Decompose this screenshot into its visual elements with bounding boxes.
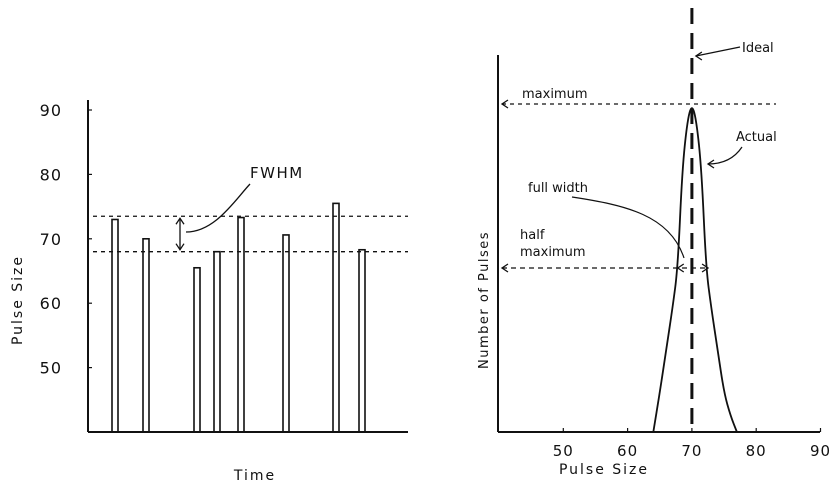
pulse-bar — [193, 266, 201, 433]
left-y-label: Pulse Size — [10, 255, 26, 345]
right-x-label: Pulse Size — [559, 462, 649, 478]
ideal-arrow-head — [694, 51, 703, 61]
pulse-bar — [213, 250, 221, 433]
maximum-label: maximum — [522, 87, 588, 102]
actual-leader — [707, 146, 743, 165]
max-halfmax-guides — [500, 99, 776, 273]
fwhm-label: FWHM — [250, 164, 304, 182]
right-chart: 50 60 70 80 90 Ideal Actual maximum full wid… — [477, 8, 831, 478]
right-y-label: Number of Pulses — [477, 231, 492, 369]
full-width-arrow-head — [676, 263, 685, 273]
left-y-ticks: 50 60 70 80 90 — [40, 101, 92, 378]
actual-curve — [652, 107, 738, 433]
left-y-tick-label: 90 — [40, 101, 62, 120]
ideal-arrow — [694, 46, 741, 61]
left-x-label: Time — [233, 468, 276, 484]
right-x-tick-label: 70 — [681, 442, 702, 460]
half-label: half — [520, 228, 545, 243]
left-chart: 50 60 70 80 90 FWHM Pulse Size Time — [10, 100, 408, 484]
left-y-tick-label: 70 — [40, 230, 62, 249]
half-maximum-label: maximum — [520, 245, 586, 260]
pulse-bar — [282, 234, 290, 433]
right-x-tick-label: 90 — [810, 442, 831, 460]
left-y-tick-label: 80 — [40, 165, 62, 184]
full-width-leader — [571, 196, 685, 259]
full-width-arrow-head — [701, 263, 710, 273]
right-x-tick-label: 50 — [553, 442, 574, 460]
right-x-tick-label: 80 — [746, 442, 767, 460]
right-x-tick-label: 60 — [617, 442, 638, 460]
pulse-bar — [358, 248, 366, 433]
full-width-label: full width — [528, 181, 588, 196]
right-x-ticks: 50 60 70 80 90 — [553, 428, 831, 460]
pulse-bars — [111, 202, 366, 433]
ideal-label: Ideal — [742, 41, 774, 56]
half-maximum-arrow-head — [500, 263, 509, 273]
pulse-bar — [142, 238, 150, 433]
fwhm-reference-lines — [93, 215, 408, 253]
actual-label: Actual — [736, 130, 777, 145]
left-y-tick-label: 50 — [40, 359, 62, 378]
maximum-arrow-head — [500, 99, 509, 109]
actual-arrow — [706, 159, 715, 169]
pulse-bar — [332, 202, 340, 433]
fwhm-double-arrow — [175, 217, 185, 251]
ideal-arrow-shaft — [695, 46, 741, 57]
fwhm-arrow-head — [175, 243, 185, 251]
pulse-bar — [237, 216, 245, 433]
left-y-tick-label: 60 — [40, 294, 62, 313]
fwhm-leader — [185, 183, 251, 233]
fwhm-arrow-head — [175, 217, 185, 225]
actual-arrow-head — [706, 159, 715, 169]
